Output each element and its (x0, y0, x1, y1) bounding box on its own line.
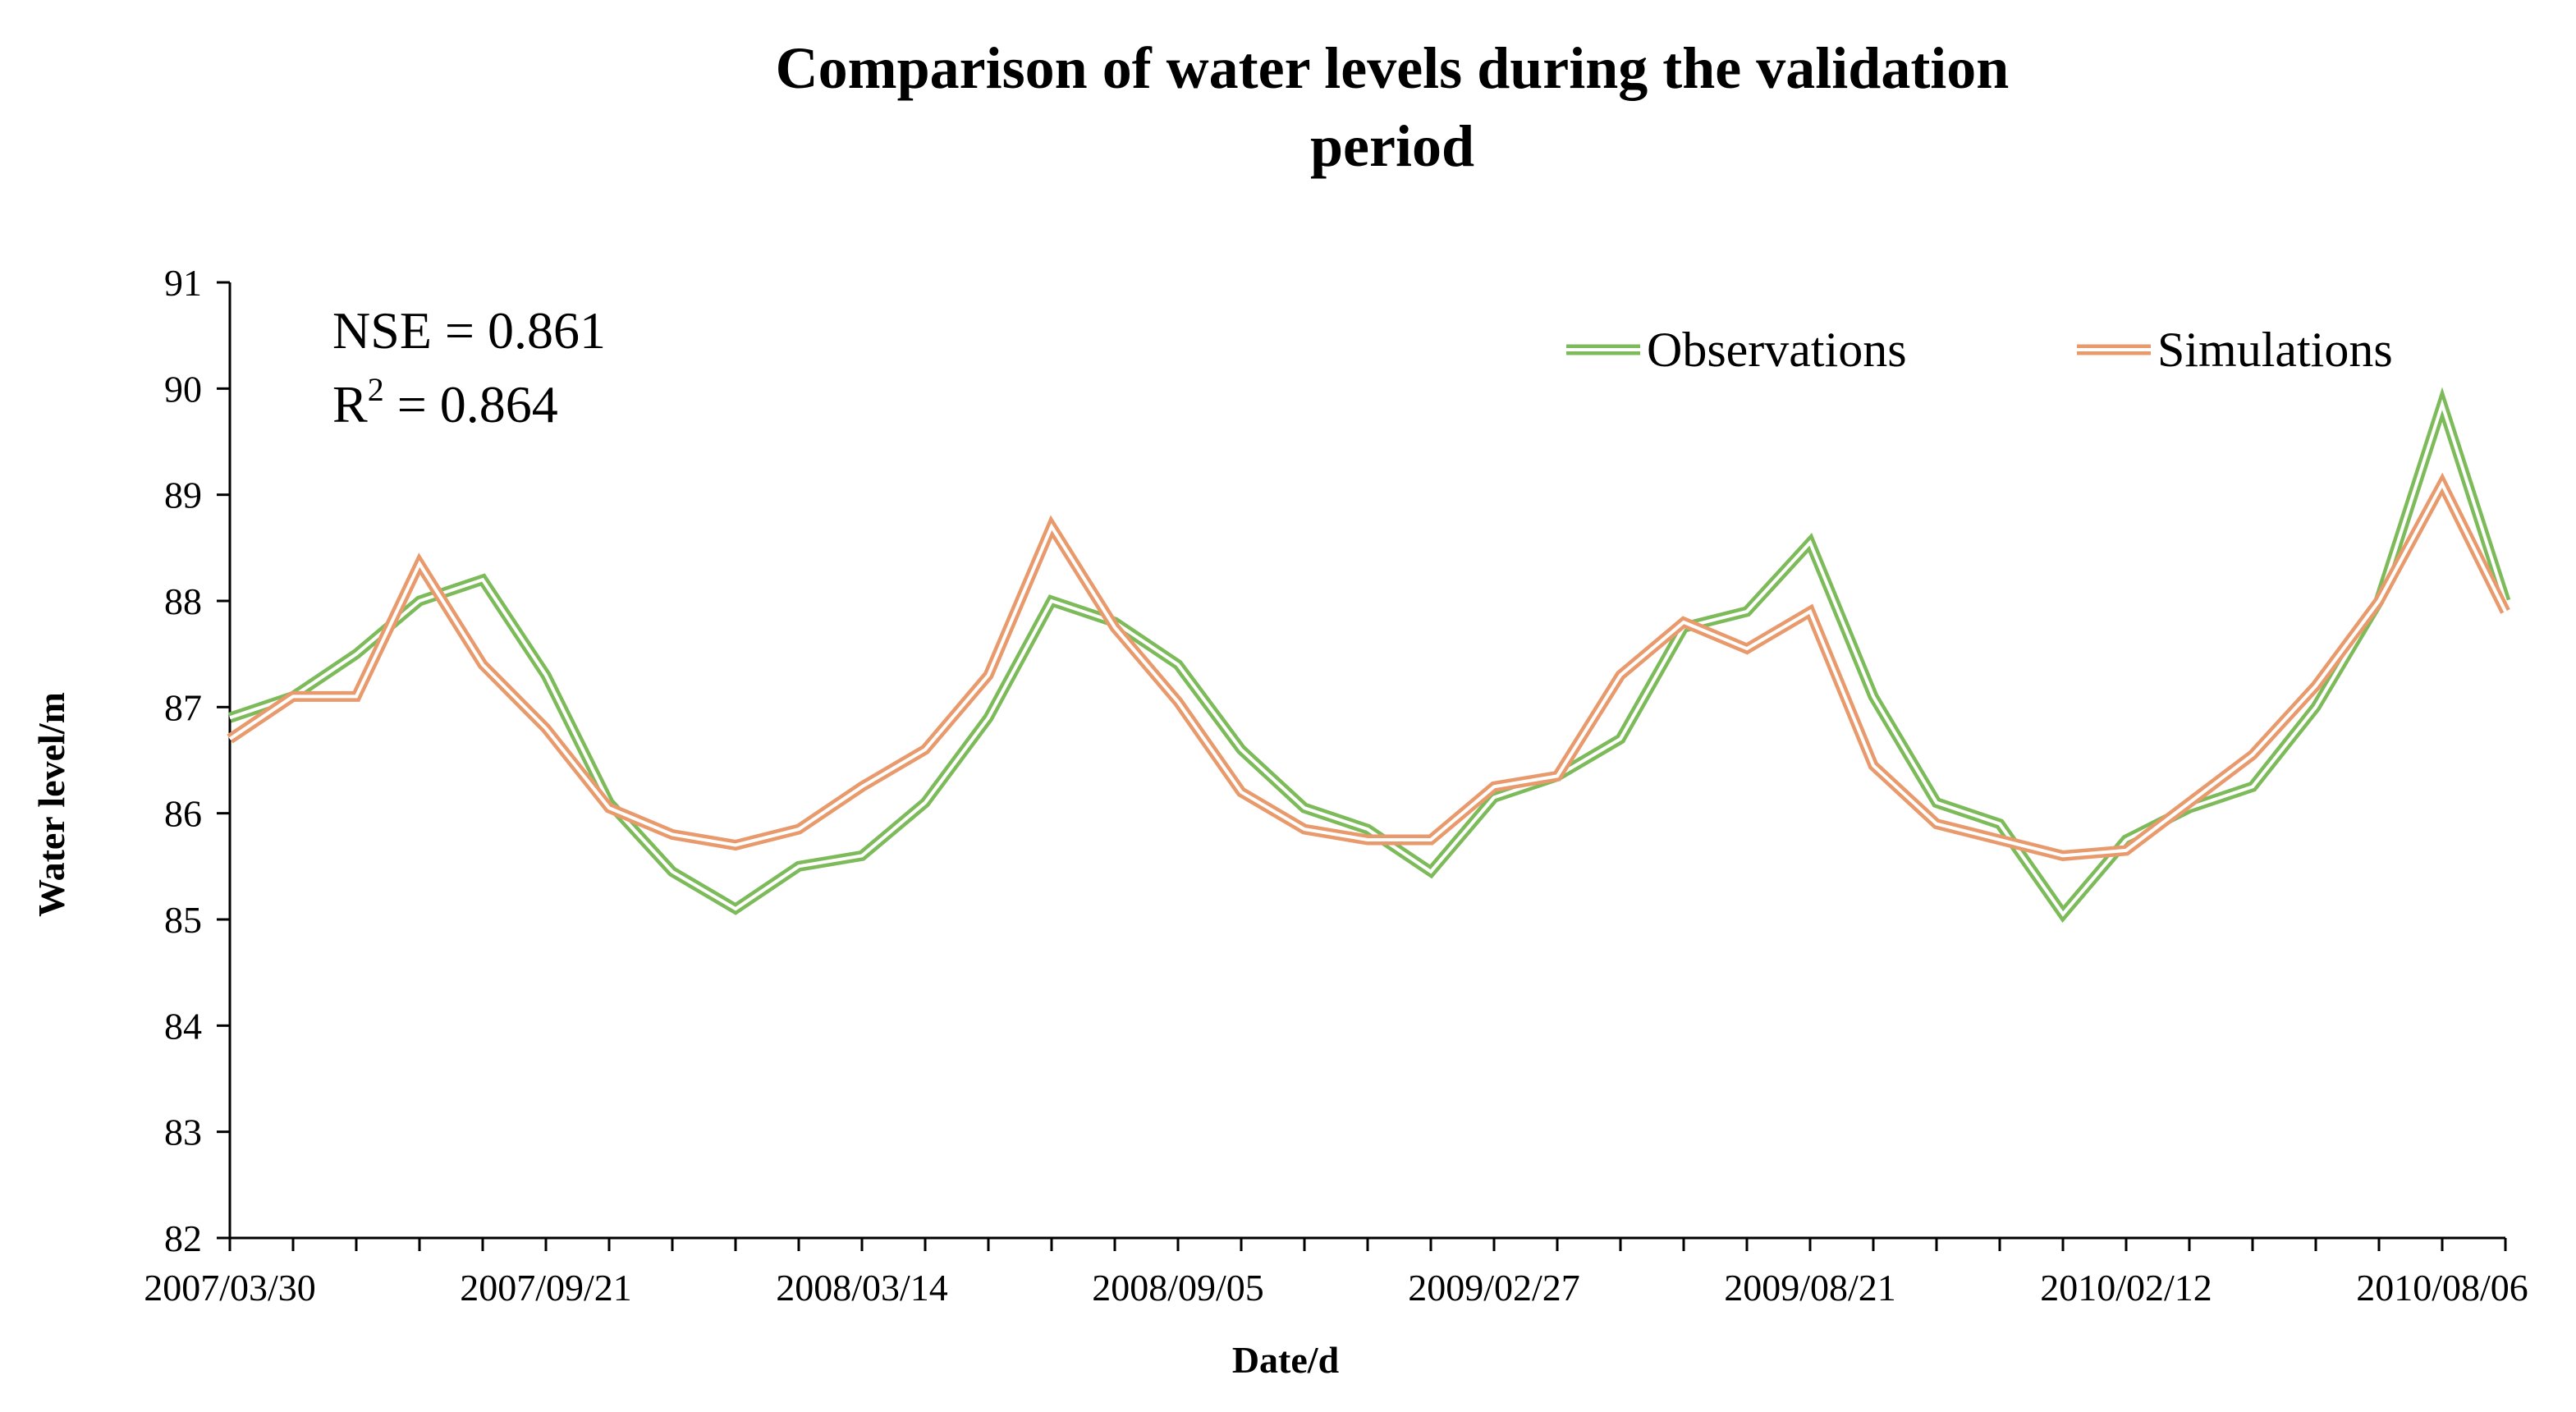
y-tick-label-89: 89 (164, 474, 202, 516)
nse-annotation: NSE = 0.861 (332, 301, 606, 360)
y-tick-label-91: 91 (164, 262, 202, 304)
x-tick-label-7: 2010/08/06 (2356, 1267, 2528, 1309)
x-tick-label-3: 2008/09/05 (1092, 1267, 1264, 1309)
y-tick-label-90: 90 (164, 368, 202, 410)
y-tick-label-82: 82 (164, 1217, 202, 1259)
y-tick-label-84: 84 (164, 1005, 202, 1047)
r2-annotation-superscript: 2 (368, 371, 384, 408)
x-tick-label-5: 2009/08/21 (1724, 1267, 1896, 1309)
legend-item-simulations: Simulations (2077, 323, 2393, 377)
x-tick-label-4: 2009/02/27 (1408, 1267, 1580, 1309)
y-tick-label-85: 85 (164, 899, 202, 941)
legend-item-observations: Observations (1566, 323, 1907, 377)
y-tick-label-83: 83 (164, 1112, 202, 1153)
y-tick-label-88: 88 (164, 580, 202, 622)
r2-annotation-value: = 0.864 (384, 375, 558, 433)
x-axis-ticks: 2007/03/30 2007/09/21 2008/03/14 2008/09/05… (144, 1238, 2528, 1309)
series-line-inner-simulations (228, 480, 2507, 858)
y-axis-ticks: 82 83 84 85 86 87 88 89 90 91 (164, 262, 230, 1259)
x-axis-title: Date/d (1232, 1339, 1340, 1381)
x-tick-label-0: 2007/03/30 (144, 1267, 316, 1309)
x-tick-label-6: 2010/02/12 (2040, 1267, 2212, 1309)
y-tick-label-86: 86 (164, 793, 202, 835)
chart-title-line-2: period (1310, 113, 1474, 179)
r2-annotation-prefix: R (332, 375, 368, 433)
legend: Observations Simulations (1566, 323, 2393, 377)
legend-label-simulations: Simulations (2157, 323, 2393, 377)
chart-title-line-1: Comparison of water levels during the va… (776, 35, 2010, 101)
r2-annotation: R2 = 0.864 (332, 371, 558, 433)
legend-label-observations: Observations (1647, 323, 1907, 377)
series-layer (227, 387, 2511, 924)
x-tick-label-2: 2008/03/14 (776, 1267, 948, 1309)
x-tick-label-1: 2007/09/21 (460, 1267, 632, 1309)
y-tick-label-87: 87 (164, 686, 202, 728)
series-line-simulations (227, 472, 2510, 861)
y-axis-title: Water level/m (30, 692, 72, 917)
